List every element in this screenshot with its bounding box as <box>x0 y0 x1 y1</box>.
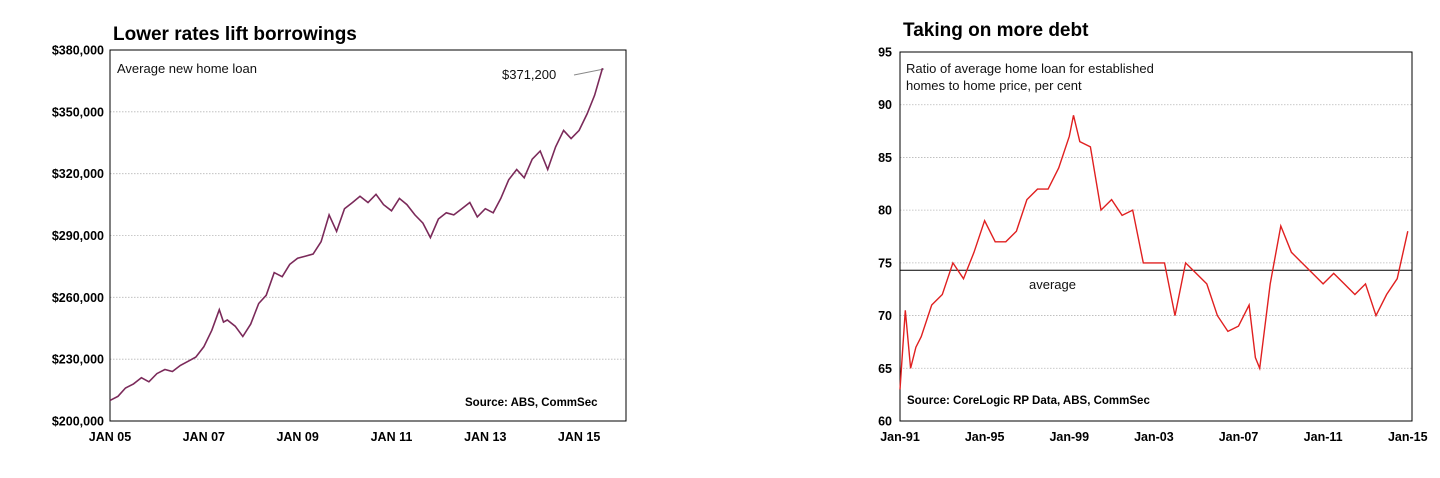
chart-1-value-label: $371,200 <box>502 67 556 82</box>
x-tick-label: Jan-91 <box>880 430 920 444</box>
chart-1-x-tick-labels: JAN 05 JAN 07 JAN 09 JAN 11 JAN 13 JAN 15 <box>89 430 601 444</box>
chart-1-y-tick-labels: $200,000 $230,000 $260,000 $290,000 $320,000… <box>52 44 104 429</box>
chart-1-title: Lower rates lift borrowings <box>113 24 357 45</box>
y-tick-label: $260,000 <box>52 291 104 305</box>
chart-2-average-label: average <box>1029 277 1076 292</box>
chart-2-annotation-line-2: homes to home price, per cent <box>906 78 1082 93</box>
y-tick-label: $200,000 <box>52 415 104 429</box>
chart-2-plot-border <box>899 51 1413 422</box>
chart-2-annotation-line-1: Ratio of average home loan for establish… <box>906 61 1154 76</box>
chart-2-y-tick-labels: 60 65 70 75 80 85 90 95 <box>878 46 892 429</box>
y-tick-label: 95 <box>878 46 892 60</box>
x-tick-label: Jan-07 <box>1219 430 1259 444</box>
y-tick-label: $380,000 <box>52 44 104 58</box>
y-tick-label: 65 <box>878 362 892 376</box>
x-tick-label: JAN 15 <box>558 430 600 444</box>
chart-1-source: Source: ABS, CommSec <box>465 397 598 409</box>
chart-1-series-line <box>109 67 604 402</box>
chart-1-plot-border <box>109 49 627 422</box>
chart-1-value-leader <box>573 68 605 76</box>
x-tick-label: Jan-11 <box>1304 430 1343 444</box>
y-tick-label: 90 <box>878 98 892 112</box>
y-tick-label: 85 <box>878 151 892 165</box>
x-tick-label: JAN 13 <box>464 430 506 444</box>
x-tick-label: JAN 05 <box>89 430 131 444</box>
y-tick-label: $290,000 <box>52 229 104 243</box>
y-tick-label: 60 <box>878 415 892 429</box>
chart-1-annotation: Average new home loan <box>117 61 257 76</box>
x-tick-label: Jan-15 <box>1388 430 1428 444</box>
x-tick-label: Jan-03 <box>1134 430 1174 444</box>
chart-2-gridlines <box>900 104 1412 369</box>
chart-debt-ratio: Taking on more debt 60 65 70 75 80 85 90 95 Jan… <box>878 20 1428 444</box>
y-tick-label: 80 <box>878 204 892 218</box>
x-tick-label: JAN 07 <box>183 430 225 444</box>
chart-borrowings: Lower rates lift borrowings $200,000 $230… <box>52 24 627 444</box>
x-tick-label: JAN 09 <box>276 430 318 444</box>
chart-2-title: Taking on more debt <box>903 20 1089 41</box>
chart-2-series-line <box>899 115 1409 390</box>
y-tick-label: $320,000 <box>52 167 104 181</box>
y-tick-label: $230,000 <box>52 353 104 367</box>
x-tick-label: Jan-95 <box>965 430 1005 444</box>
y-tick-label: 75 <box>878 256 892 270</box>
y-tick-label: 70 <box>878 309 892 323</box>
chart-2-source: Source: CoreLogic RP Data, ABS, CommSec <box>907 395 1150 407</box>
chart-2-x-tick-labels: Jan-91 Jan-95 Jan-99 Jan-03 Jan-07 Jan-11 Jan-… <box>880 430 1427 444</box>
x-tick-label: Jan-99 <box>1049 430 1089 444</box>
chart-1-gridlines <box>110 111 626 360</box>
y-tick-label: $350,000 <box>52 105 104 119</box>
x-tick-label: JAN 11 <box>371 430 413 444</box>
